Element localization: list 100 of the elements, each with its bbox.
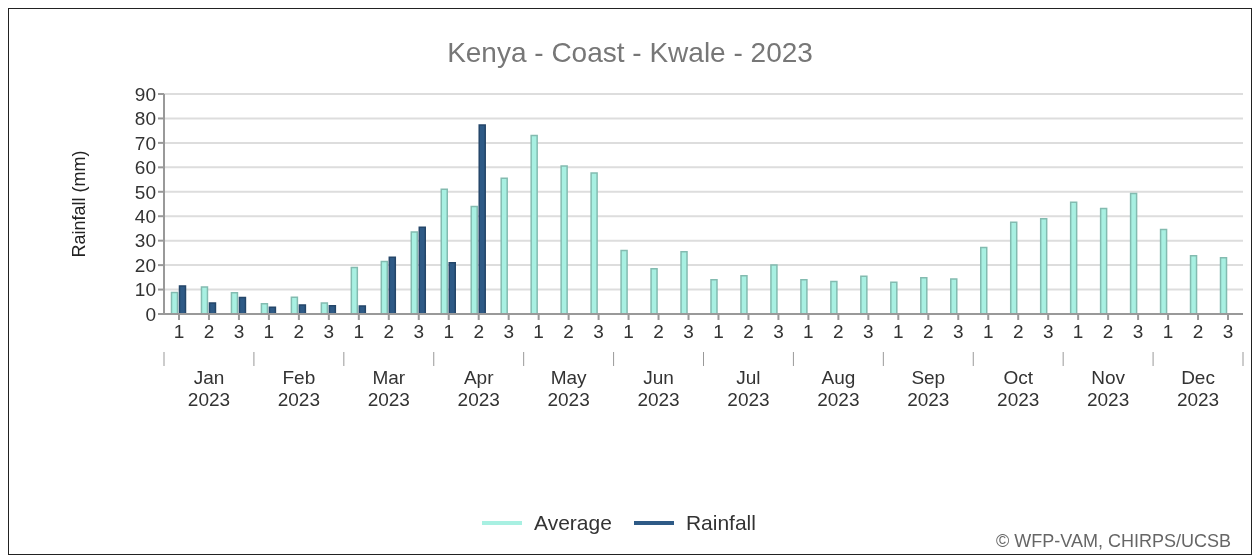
text: Oct 2023: [997, 367, 1040, 410]
text: Jul 2023: [727, 367, 770, 410]
bar: [979, 246, 988, 314]
y-tick-label: 10: [134, 279, 156, 301]
y-tick-label: 0: [145, 303, 156, 325]
bar: [560, 165, 568, 314]
bar: [470, 205, 478, 314]
text: Sep 2023: [907, 367, 950, 410]
x-tick-label: 2: [1012, 321, 1024, 342]
x-tick-label: 2: [203, 321, 215, 342]
x-tick-label: 2: [923, 321, 934, 342]
x-tick-label: 3: [503, 321, 514, 342]
bar: [1219, 257, 1228, 314]
bar: [1189, 255, 1198, 314]
x-tick-label: 1: [623, 321, 634, 342]
y-tick-label: 20: [134, 254, 156, 276]
text: Jun 2023: [637, 367, 680, 410]
text: Jan 2023: [187, 367, 231, 410]
bar: [178, 285, 187, 314]
text: May 2023: [547, 367, 590, 410]
y-tick-label: 50: [134, 181, 156, 203]
text: Feb 2023: [277, 367, 321, 410]
bar: [290, 296, 299, 314]
x-tick-label: 3: [952, 321, 964, 342]
bar: [860, 275, 868, 314]
x-tick-label: 2: [743, 321, 754, 342]
x-tick-label: 2: [1192, 321, 1204, 342]
x-tick-label: 3: [1042, 321, 1054, 342]
bar: [740, 275, 748, 314]
bar: [440, 188, 448, 314]
bar: [320, 302, 329, 314]
bar: [1099, 207, 1108, 314]
x-tick-label: 1: [443, 321, 455, 342]
bar: [410, 231, 419, 314]
x-tick-label: 3: [773, 321, 784, 342]
x-tick-label: 3: [683, 321, 694, 342]
bar: [800, 279, 808, 314]
x-tick-label: 2: [383, 321, 395, 342]
bar: [890, 281, 898, 314]
x-tick-label: 1: [982, 321, 994, 342]
x-tick-label: 1: [713, 321, 724, 342]
x-tick-label: 3: [1222, 321, 1234, 342]
bar: [350, 266, 359, 314]
x-tick-label: 3: [233, 321, 245, 342]
text: © WFP-VAM, CHIRPS/UCSB: [996, 531, 1231, 552]
y-tick-label: 90: [134, 83, 156, 105]
bar: [208, 302, 217, 314]
x-tick-label: 1: [803, 321, 814, 342]
text: Aug 2023: [817, 367, 860, 410]
x-tick-label: 2: [563, 321, 574, 342]
y-tick-label: 60: [134, 157, 156, 179]
bar: [650, 268, 658, 314]
x-tick-label: 3: [593, 321, 604, 342]
legend-label: Average: [533, 511, 612, 535]
x-tick-label: 1: [893, 321, 904, 342]
bar: [680, 250, 688, 314]
x-tick-label: 2: [1102, 321, 1114, 342]
x-tick-label: 1: [353, 321, 365, 342]
text: Nov 2023: [1086, 367, 1130, 410]
bar: [418, 226, 427, 314]
x-tick-label: 1: [173, 321, 185, 342]
chart-title: Kenya - Coast - Kwale - 2023: [446, 37, 814, 69]
legend-label: Rainfall: [684, 511, 756, 535]
bar: [448, 261, 456, 314]
bar: [500, 177, 508, 314]
x-tick-label: 3: [1132, 321, 1144, 342]
x-tick-label: 3: [863, 321, 874, 342]
bar: [1069, 201, 1078, 314]
bar: [1039, 217, 1048, 314]
text: Dec 2023: [1176, 367, 1220, 410]
x-tick-label: 1: [263, 321, 275, 342]
y-tick-label: 40: [134, 205, 156, 227]
bar: [1129, 192, 1138, 314]
bar: [530, 134, 538, 314]
x-tick-label: 2: [293, 321, 305, 342]
bar: [200, 286, 209, 314]
bar: [478, 124, 486, 314]
y-tick-label: 70: [134, 132, 156, 154]
x-tick-label: 2: [833, 321, 844, 342]
bar: [1159, 228, 1168, 314]
bar: [620, 249, 628, 314]
x-tick-label: 1: [1072, 321, 1084, 342]
bar: [830, 280, 838, 314]
text: Apr 2023: [457, 367, 500, 410]
x-tick-label: 3: [323, 321, 335, 342]
y-tick-label: 30: [134, 230, 156, 252]
x-tick-label: 3: [413, 321, 425, 342]
x-tick-label: 1: [533, 321, 544, 342]
bar: [388, 256, 397, 314]
bar: [710, 279, 718, 314]
bar: [770, 264, 778, 314]
y-tick-label: 80: [134, 108, 156, 130]
bar: [950, 278, 958, 314]
bar: [380, 260, 389, 314]
y-axis-title: Rainfall (mm): [69, 150, 90, 258]
x-tick-label: 2: [473, 321, 484, 342]
bar: [230, 291, 239, 314]
bar: [920, 277, 928, 314]
bar: [1009, 221, 1018, 314]
x-tick-label: 1: [1162, 321, 1174, 342]
